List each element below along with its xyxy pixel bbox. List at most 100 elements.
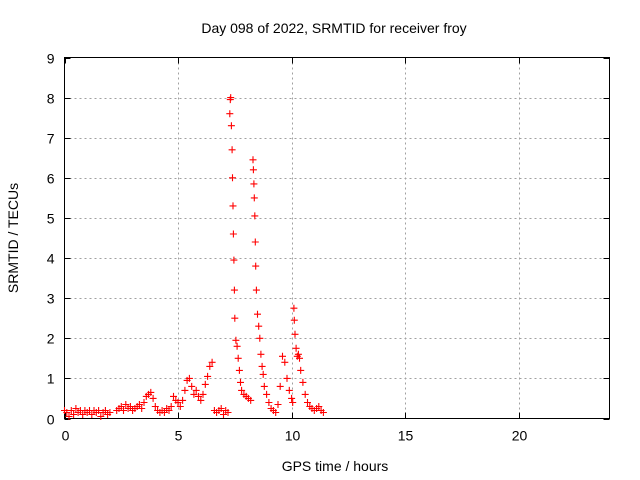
- data-point: [181, 386, 189, 394]
- data-point: [283, 374, 291, 382]
- data-point: [304, 399, 311, 406]
- data-point: [126, 403, 134, 410]
- y-tick-label: 9: [47, 51, 55, 67]
- x-axis-label: GPS time / hours: [282, 458, 389, 474]
- data-point: [117, 403, 125, 410]
- data-point: [67, 407, 75, 414]
- data-point: [294, 350, 302, 358]
- data-point: [227, 122, 235, 130]
- data-point: [197, 396, 205, 404]
- y-tick-label: 8: [47, 91, 55, 107]
- data-point: [167, 403, 175, 410]
- data-point: [147, 388, 155, 396]
- data-point: [229, 174, 236, 182]
- data-point: [249, 156, 257, 164]
- data-point: [138, 405, 146, 412]
- data-point: [72, 405, 80, 412]
- data-point: [65, 413, 73, 420]
- data-point: [149, 394, 157, 402]
- data-point: [247, 396, 255, 404]
- data-point: [251, 238, 259, 246]
- data-point: [204, 372, 212, 380]
- data-point: [299, 378, 307, 386]
- x-tick-label: 20: [512, 428, 528, 444]
- y-tick-label: 5: [47, 211, 55, 227]
- data-point: [165, 407, 173, 414]
- data-point: [291, 330, 299, 338]
- data-point: [290, 304, 298, 312]
- data-point: [255, 322, 263, 330]
- data-point: [97, 413, 105, 420]
- data-point: [254, 310, 261, 318]
- data-point: [297, 366, 305, 374]
- data-point: [199, 390, 207, 398]
- data-point: [285, 386, 293, 394]
- data-point: [232, 336, 240, 344]
- data-point: [120, 407, 127, 414]
- data-point: [249, 166, 257, 174]
- grid-lines: [64, 57, 610, 419]
- data-point: [174, 399, 182, 406]
- axis-ticks: [64, 57, 610, 420]
- data-point: [190, 390, 198, 398]
- x-tick-labels: 0 5 10 15 20: [62, 428, 528, 444]
- data-point: [288, 394, 296, 402]
- y-tick-label: 6: [47, 171, 55, 187]
- data-point: [208, 358, 216, 366]
- data-point: [226, 110, 234, 118]
- y-tick-label: 3: [47, 291, 55, 307]
- data-point: [292, 344, 300, 352]
- data-point: [260, 382, 268, 390]
- data-point: [228, 146, 236, 154]
- data-point: [274, 401, 282, 408]
- data-point: [151, 403, 159, 410]
- data-point: [140, 399, 148, 406]
- data-point: [206, 362, 214, 370]
- y-tick-label: 4: [47, 251, 55, 267]
- data-point: [224, 409, 232, 416]
- data-point: [234, 354, 242, 362]
- data-point: [179, 396, 187, 404]
- data-point: [101, 407, 109, 414]
- data-point: [237, 378, 244, 386]
- data-point: [259, 370, 267, 378]
- y-tick-label: 1: [47, 371, 55, 387]
- y-tick-label: 2: [47, 331, 55, 347]
- data-point: [63, 409, 71, 416]
- data-point: [289, 399, 297, 406]
- data-point: [176, 403, 184, 410]
- data-point: [227, 94, 235, 102]
- data-point: [281, 358, 289, 366]
- data-point: [252, 286, 260, 294]
- y-tick-label: 0: [47, 412, 55, 428]
- data-point: [279, 352, 286, 360]
- y-tick-label: 7: [47, 131, 55, 147]
- data-point: [135, 401, 143, 408]
- data-point: [301, 390, 309, 398]
- data-point: [229, 230, 237, 238]
- data-point: [79, 411, 87, 418]
- data-points: [61, 94, 327, 420]
- data-point: [296, 354, 303, 362]
- data-point: [106, 409, 114, 416]
- data-point: [185, 374, 193, 382]
- plot-frame: [64, 57, 610, 419]
- data-point: [170, 392, 177, 400]
- data-point: [263, 390, 271, 398]
- data-point: [122, 401, 130, 408]
- data-point: [230, 286, 238, 294]
- data-point: [231, 314, 239, 322]
- data-point: [188, 382, 196, 390]
- data-point: [252, 262, 260, 270]
- x-tick-label: 0: [62, 428, 70, 444]
- data-point: [250, 180, 258, 188]
- x-tick-label: 5: [175, 428, 183, 444]
- y-tick-labels: 0 1 2 3 4 5 6 7 8 9: [47, 51, 55, 428]
- data-point: [272, 409, 280, 416]
- data-point: [238, 386, 246, 394]
- data-point: [192, 386, 200, 394]
- data-point: [201, 380, 209, 388]
- data-point: [250, 194, 258, 202]
